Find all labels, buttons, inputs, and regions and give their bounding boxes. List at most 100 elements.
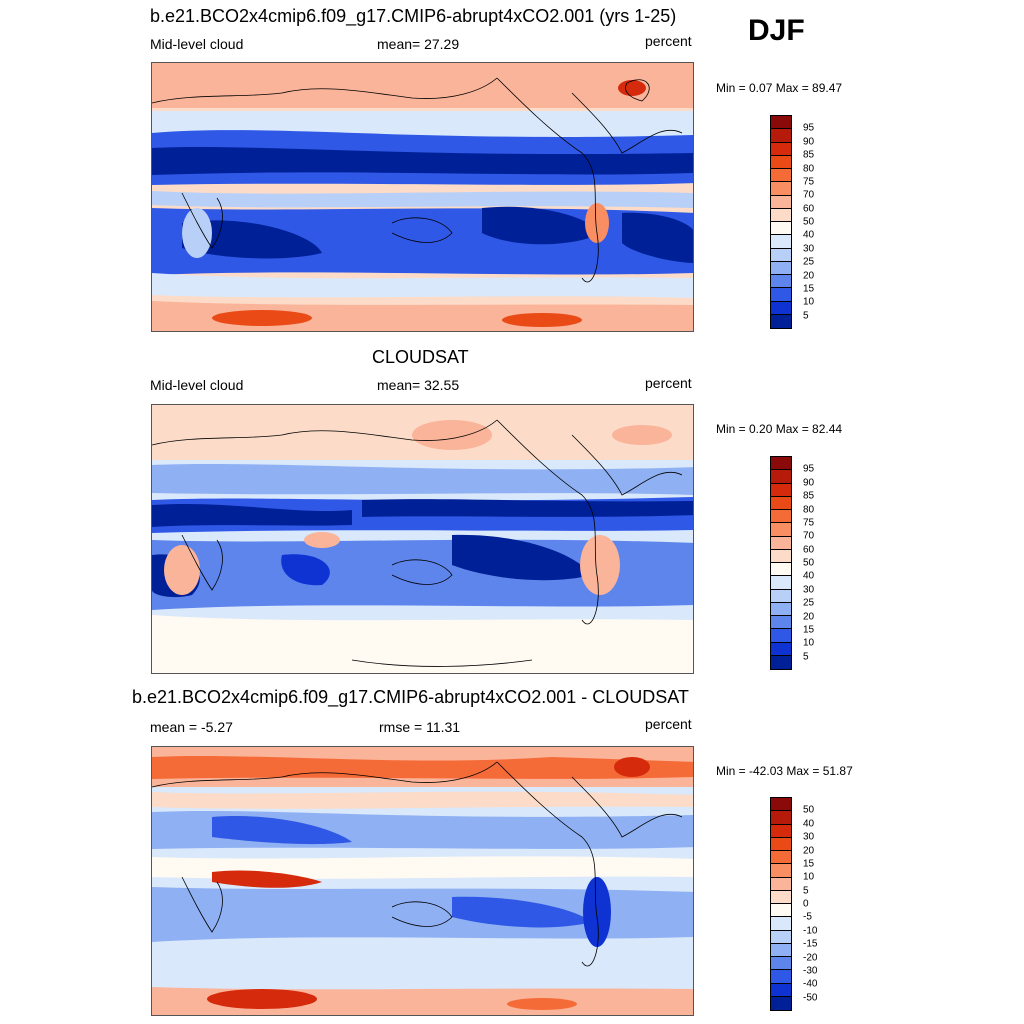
colorbar-swatch: [771, 904, 791, 918]
colorbar-swatch: [771, 616, 791, 630]
colorbar-tick-label: -5: [803, 911, 812, 923]
map-field: [152, 405, 693, 673]
colorbar-swatch: [771, 864, 791, 878]
colorbar-swatch: [771, 523, 791, 537]
colorbar-tick-label: -15: [803, 938, 818, 950]
colorbar-tick-label: 15: [803, 624, 815, 636]
colorbar-swatch: [771, 129, 791, 143]
colorbar-swatch: [771, 116, 791, 130]
cloud-map: [151, 404, 694, 674]
panel-title: b.e21.BCO2x4cmip6.f09_g17.CMIP6-abrupt4x…: [132, 687, 689, 707]
min-max-label: Min = 0.07 Max = 89.47: [716, 81, 843, 95]
mean-label: mean= 27.29: [377, 36, 460, 52]
colorbar-tick-label: 50: [803, 216, 815, 228]
colorbar-tick-label: 80: [803, 163, 815, 174]
colorbar-swatch: [771, 970, 791, 984]
colorbar-swatch: [771, 496, 791, 510]
colorbar-swatch: [771, 642, 791, 656]
colorbar-tick-label: 70: [803, 189, 815, 201]
colorbar-tick-label: 90: [803, 477, 815, 489]
colorbar-tick-label: 20: [803, 611, 815, 622]
colorbar-tick-label: -10: [803, 925, 818, 937]
colorbar-swatch: [771, 811, 791, 825]
variable-label: Mid-level cloud: [150, 36, 244, 52]
colorbar-tick-label: 10: [803, 637, 815, 649]
colorbar-tick-label: 20: [803, 845, 815, 856]
difference-map: [151, 746, 694, 1016]
colorbar-tick-label: 40: [803, 570, 815, 582]
colorbar-swatch: [771, 890, 791, 904]
colorbar-tick-label: 85: [803, 490, 815, 502]
colorbar-swatch: [771, 655, 791, 669]
colorbar-swatch: [771, 589, 791, 603]
colorbar-swatch: [771, 457, 791, 471]
units-label: percent: [645, 375, 692, 391]
colorbar-tick-label: 95: [803, 122, 815, 134]
colorbar-tick-label: 50: [803, 557, 815, 569]
colorbar-tick-label: 85: [803, 149, 815, 161]
colorbar-swatch: [771, 629, 791, 643]
colorbar-swatch: [771, 549, 791, 563]
colorbar-tick-label: 50: [803, 804, 815, 816]
colorbar-tick-label: 10: [803, 871, 815, 883]
colorbar-swatch: [771, 851, 791, 865]
colorbar-tick-label: 40: [803, 818, 815, 830]
colorbar-swatch: [771, 235, 791, 249]
colorbar-tick-label: -30: [803, 965, 818, 977]
colorbar-swatch: [771, 169, 791, 183]
colorbar-swatch: [771, 983, 791, 997]
colorbar-tick-label: -40: [803, 978, 818, 990]
colorbar-swatch: [771, 917, 791, 931]
colorbar-tick-label: 10: [803, 296, 815, 308]
colorbar-swatch: [771, 536, 791, 550]
min-max-label: Min = -42.03 Max = 51.87: [716, 764, 853, 778]
colorbar-swatch: [771, 208, 791, 222]
colorbar-swatch: [771, 798, 791, 812]
colorbar-swatch: [771, 957, 791, 971]
units-label: percent: [645, 33, 692, 49]
colorbar-swatch: [771, 182, 791, 196]
map-field: [152, 747, 693, 1015]
colorbar-tick-label: -20: [803, 952, 818, 963]
units-label: percent: [645, 716, 692, 732]
colorbar: [770, 115, 792, 329]
colorbar-swatch: [771, 483, 791, 497]
colorbar-tick-label: 25: [803, 256, 815, 268]
colorbar-swatch: [771, 943, 791, 957]
colorbar-swatch: [771, 563, 791, 577]
colorbar-tick-label: 95: [803, 463, 815, 475]
colorbar-tick-label: 5: [803, 885, 809, 897]
season-label: DJF: [748, 14, 805, 47]
colorbar-tick-label: 30: [803, 584, 815, 596]
colorbar-tick-label: 20: [803, 270, 815, 281]
rmse-label: rmse = 11.31: [379, 719, 461, 735]
variable-label: Mid-level cloud: [150, 377, 244, 393]
colorbar-swatch: [771, 155, 791, 169]
colorbar-swatch: [771, 837, 791, 851]
mean-label: mean= 32.55: [377, 377, 460, 393]
colorbar-swatch: [771, 930, 791, 944]
panel-title: b.e21.BCO2x4cmip6.f09_g17.CMIP6-abrupt4x…: [150, 6, 677, 26]
colorbar-tick-label: 15: [803, 858, 815, 870]
colorbar-swatch: [771, 314, 791, 328]
colorbar-swatch: [771, 510, 791, 524]
colorbar-swatch: [771, 602, 791, 616]
colorbar-tick-label: 30: [803, 243, 815, 255]
colorbar-tick-label: 40: [803, 229, 815, 241]
colorbar-tick-label: 25: [803, 597, 815, 609]
colorbar-swatch: [771, 195, 791, 209]
min-max-label: Min = 0.20 Max = 82.44: [716, 422, 843, 436]
colorbar-swatch: [771, 222, 791, 236]
colorbar-swatch: [771, 301, 791, 315]
colorbar-tick-label: 90: [803, 136, 815, 148]
colorbar-tick-label: 70: [803, 530, 815, 542]
colorbar-tick-label: 75: [803, 517, 815, 529]
colorbar: [770, 456, 792, 670]
colorbar-tick-label: 75: [803, 176, 815, 188]
colorbar-tick-label: 5: [803, 651, 809, 663]
colorbar-tick-label: 30: [803, 831, 815, 843]
colorbar-swatch: [771, 576, 791, 590]
colorbar-swatch: [771, 275, 791, 289]
colorbar-swatch: [771, 824, 791, 838]
colorbar-swatch: [771, 288, 791, 302]
